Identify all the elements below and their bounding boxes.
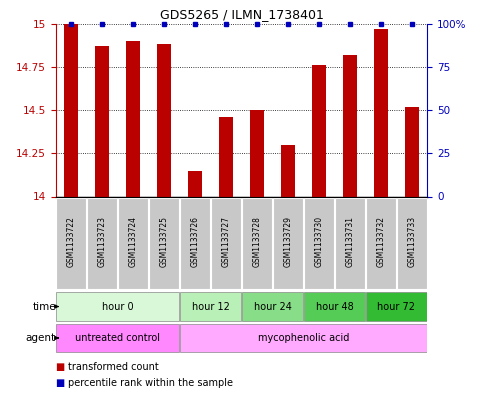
Text: ■: ■ — [56, 378, 65, 388]
Bar — [118, 198, 148, 289]
Bar — [87, 198, 117, 289]
Text: hour 12: hour 12 — [192, 301, 229, 312]
Bar — [219, 117, 233, 196]
Text: mycophenolic acid: mycophenolic acid — [258, 333, 349, 343]
Text: GSM1133731: GSM1133731 — [345, 216, 355, 267]
Text: hour 24: hour 24 — [254, 301, 291, 312]
Bar — [211, 198, 241, 289]
Text: GSM1133722: GSM1133722 — [67, 216, 75, 267]
Text: GSM1133725: GSM1133725 — [159, 216, 169, 267]
Bar — [149, 198, 179, 289]
Text: GSM1133733: GSM1133733 — [408, 216, 416, 267]
Bar — [343, 55, 357, 196]
Bar — [405, 107, 419, 196]
Bar — [180, 323, 426, 353]
Text: GSM1133723: GSM1133723 — [98, 216, 107, 267]
Bar — [335, 198, 365, 289]
Bar — [304, 198, 334, 289]
Text: agent: agent — [26, 333, 56, 343]
Title: GDS5265 / ILMN_1738401: GDS5265 / ILMN_1738401 — [159, 8, 324, 21]
Text: GSM1133727: GSM1133727 — [222, 216, 230, 267]
Bar — [366, 292, 426, 321]
Text: GSM1133730: GSM1133730 — [314, 216, 324, 267]
Bar — [180, 292, 241, 321]
Bar — [157, 44, 171, 196]
Bar — [64, 24, 78, 196]
Text: GSM1133729: GSM1133729 — [284, 216, 293, 267]
Text: transformed count: transformed count — [68, 362, 158, 373]
Text: GSM1133732: GSM1133732 — [376, 216, 385, 267]
Bar — [126, 41, 140, 196]
Bar — [242, 198, 272, 289]
Bar — [250, 110, 264, 196]
Text: GSM1133728: GSM1133728 — [253, 216, 261, 267]
Text: time: time — [32, 301, 56, 312]
Bar — [95, 46, 109, 196]
Text: GSM1133724: GSM1133724 — [128, 216, 138, 267]
Text: untreated control: untreated control — [75, 333, 160, 343]
Bar — [281, 145, 295, 196]
Bar — [242, 292, 303, 321]
Bar — [304, 292, 365, 321]
Bar — [312, 65, 326, 196]
Bar — [366, 198, 396, 289]
Bar — [188, 171, 202, 196]
Bar — [57, 323, 179, 353]
Text: hour 72: hour 72 — [377, 301, 415, 312]
Bar — [397, 198, 426, 289]
Bar — [180, 198, 210, 289]
Bar — [57, 198, 86, 289]
Text: percentile rank within the sample: percentile rank within the sample — [68, 378, 233, 388]
Text: ■: ■ — [56, 362, 65, 373]
Text: hour 48: hour 48 — [315, 301, 354, 312]
Text: hour 0: hour 0 — [102, 301, 133, 312]
Text: GSM1133726: GSM1133726 — [190, 216, 199, 267]
Bar — [273, 198, 303, 289]
Bar — [57, 292, 179, 321]
Bar — [374, 29, 388, 196]
